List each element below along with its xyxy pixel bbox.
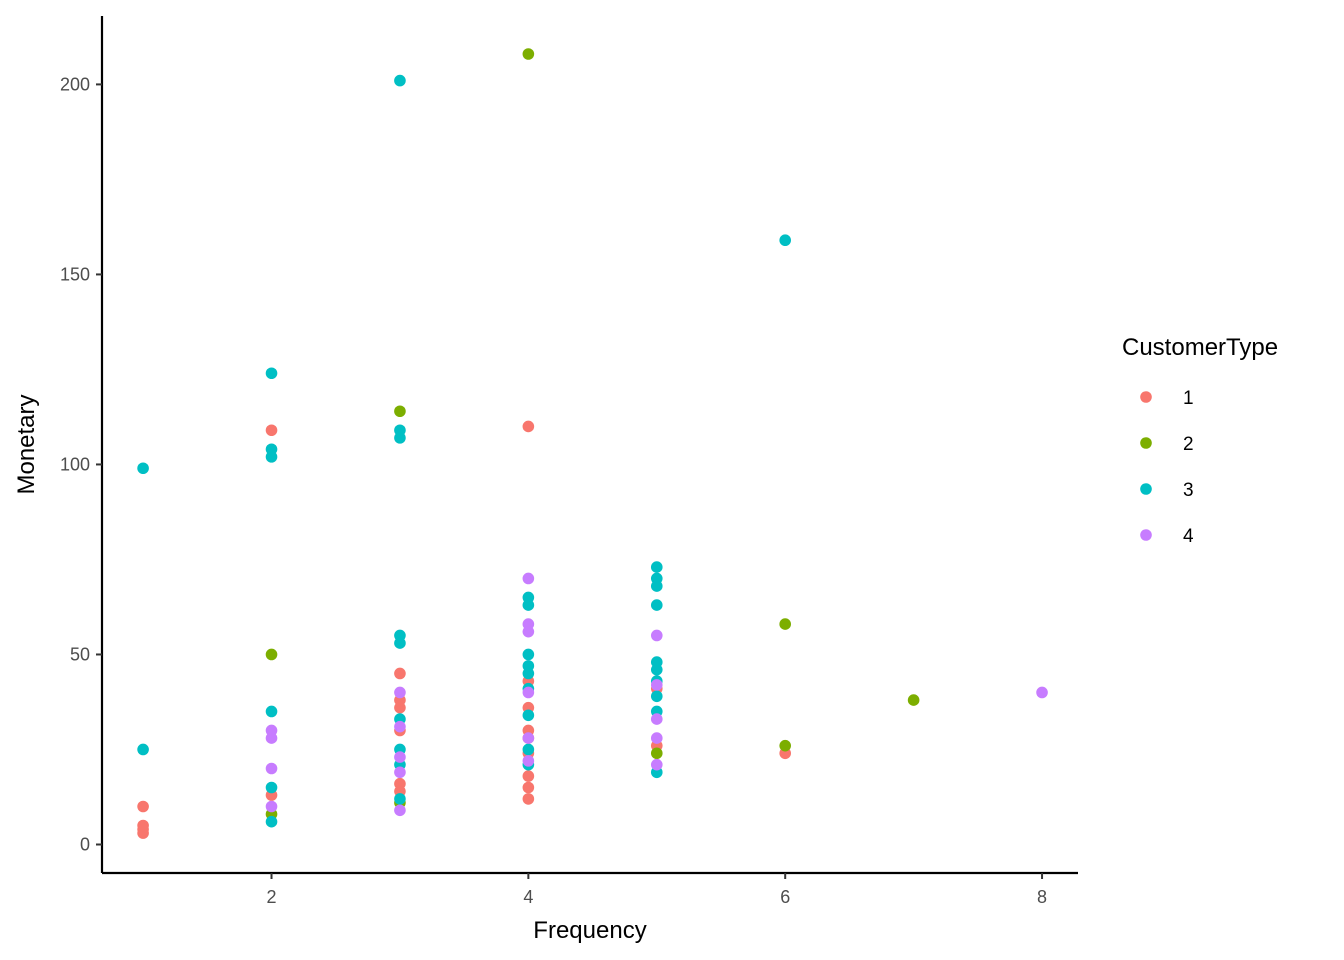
data-point [394, 667, 406, 680]
y-tick-label: 100 [60, 454, 90, 474]
data-point [137, 462, 149, 475]
legend-item-1: 1 [1140, 388, 1194, 409]
data-point [650, 747, 663, 760]
data-point [394, 804, 406, 817]
x-tick-label: 2 [267, 887, 277, 907]
series-4 [265, 572, 1048, 817]
data-point [779, 618, 791, 630]
y-axis-title: Monetary [13, 394, 40, 494]
data-point [394, 766, 406, 779]
data-point [522, 48, 535, 60]
data-point [907, 694, 920, 706]
y-tick-label: 200 [60, 74, 90, 94]
legend-key-dot [1140, 483, 1152, 495]
data-point [522, 770, 535, 782]
data-point [137, 819, 149, 832]
data-point [265, 451, 278, 463]
data-point [779, 739, 791, 752]
legend-label: 4 [1183, 526, 1194, 547]
data-point [650, 758, 663, 771]
data-point [650, 732, 663, 744]
y-tick-label: 50 [70, 644, 90, 664]
legend-label: 3 [1183, 480, 1194, 501]
legend-item-2: 2 [1140, 434, 1194, 455]
data-point [265, 815, 278, 828]
y-axis: 0 50 100 150 200 [60, 16, 104, 873]
series-3 [137, 74, 791, 828]
data-point [265, 732, 278, 744]
legend-label: 1 [1183, 388, 1194, 409]
data-point [265, 762, 278, 775]
data-point [522, 743, 535, 756]
data-point [522, 625, 535, 638]
data-point [522, 572, 535, 585]
data-point [522, 420, 535, 433]
data-point [522, 648, 535, 661]
data-point [779, 234, 791, 247]
legend-title: CustomerType [1122, 334, 1278, 361]
data-point [522, 686, 535, 699]
data-point [394, 432, 406, 444]
data-point [522, 667, 535, 680]
series-2 [265, 48, 920, 820]
x-axis-title: Frequency [533, 917, 646, 944]
data-point [650, 679, 663, 691]
y-tick-label: 150 [60, 264, 90, 284]
data-point [522, 709, 535, 722]
data-point [265, 367, 278, 380]
data-point [1036, 686, 1048, 699]
legend-key-dot [1140, 437, 1152, 449]
x-tick-label: 6 [780, 887, 790, 907]
x-tick-label: 8 [1037, 887, 1047, 907]
data-point [137, 743, 149, 756]
data-point [522, 793, 535, 805]
data-point [265, 705, 278, 718]
legend-key-dot [1140, 391, 1152, 403]
data-point [394, 74, 406, 87]
data-point [650, 629, 663, 642]
data-point [265, 424, 278, 437]
data-point [394, 793, 406, 805]
legend: CustomerType 1 2 3 4 [1122, 334, 1278, 547]
x-tick-label: 4 [523, 887, 533, 907]
legend-item-3: 3 [1140, 480, 1194, 501]
data-point [650, 561, 663, 573]
data-point [265, 800, 278, 813]
data-point [650, 663, 663, 676]
data-point [650, 580, 663, 592]
data-point [522, 732, 535, 744]
data-point [650, 713, 663, 725]
data-point [650, 599, 663, 611]
data-point [522, 599, 535, 611]
data-point [650, 690, 663, 703]
data-point [394, 720, 406, 733]
legend-item-4: 4 [1140, 526, 1194, 547]
series-1 [137, 420, 791, 839]
x-axis: 2 4 6 8 [102, 871, 1078, 907]
data-points [137, 48, 1048, 839]
y-tick-label: 0 [80, 834, 90, 854]
data-point [394, 751, 406, 763]
data-point [394, 637, 406, 649]
data-point [137, 800, 149, 813]
data-point [265, 781, 278, 794]
data-point [394, 686, 406, 699]
legend-label: 2 [1183, 434, 1194, 455]
legend-key-dot [1140, 529, 1152, 541]
data-point [265, 648, 278, 661]
data-point [522, 755, 535, 767]
data-point [522, 781, 535, 794]
data-point [394, 405, 406, 418]
data-point [394, 701, 406, 714]
